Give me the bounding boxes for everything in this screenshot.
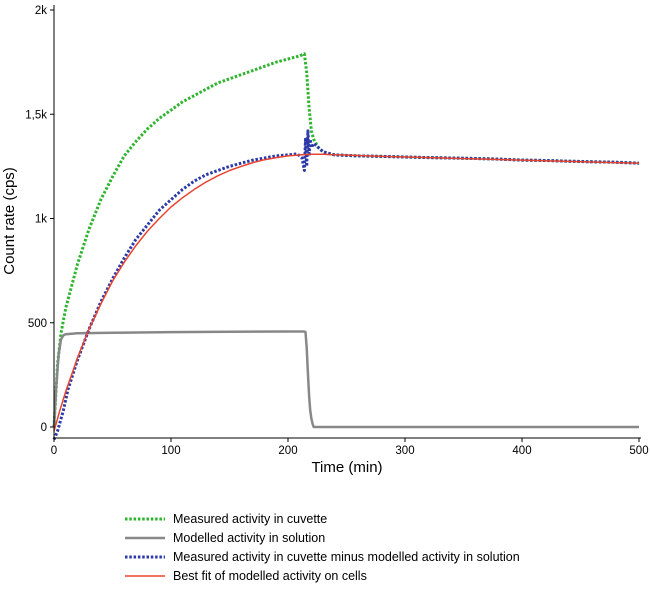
x-axis-title: Time (min) [311,459,382,476]
legend-item-measured-cuvette: Measured activity in cuvette [125,509,520,528]
x-tick-label: 200 [278,445,297,457]
legend-item-modelled-solution: Modelled activity in solution [125,528,520,547]
x-tick-label: 400 [512,445,531,457]
y-tick-label: 1,5k [25,109,47,121]
series-line-1 [52,52,640,428]
series-line-2 [52,330,639,429]
legend-item-best-fit: Best fit of modelled activity on cells [125,566,520,585]
legend-swatch [125,552,165,562]
legend-swatch [125,514,165,524]
ticks-layer: 0 100 200 300 400 500 0 500 1k 1,5k 2k [25,5,648,457]
y-axis-title: Count rate (cps) [1,167,18,275]
y-tick-label: 0 [41,422,47,434]
legend-label: Measured activity in cuvette [173,511,328,526]
x-tick-label: 300 [395,445,414,457]
x-tick-label: 100 [161,445,180,457]
series-line-3 [52,129,640,441]
y-tick-label: 1k [35,214,47,226]
series-layer [52,52,640,441]
legend-label: Measured activity in cuvette minus model… [173,549,520,564]
legend: Measured activity in cuvette Modelled ac… [125,509,520,585]
y-tick-label: 2k [35,5,47,17]
legend-item-measured-minus-modelled: Measured activity in cuvette minus model… [125,547,520,566]
legend-label: Best fit of modelled activity on cells [173,568,367,583]
series-line-4 [53,153,640,432]
legend-swatch [125,533,165,543]
legend-swatch [125,571,165,581]
y-tick-label: 500 [28,318,47,330]
x-tick-label: 0 [51,445,57,457]
x-tick-label: 500 [629,445,648,457]
legend-label: Modelled activity in solution [173,530,326,545]
